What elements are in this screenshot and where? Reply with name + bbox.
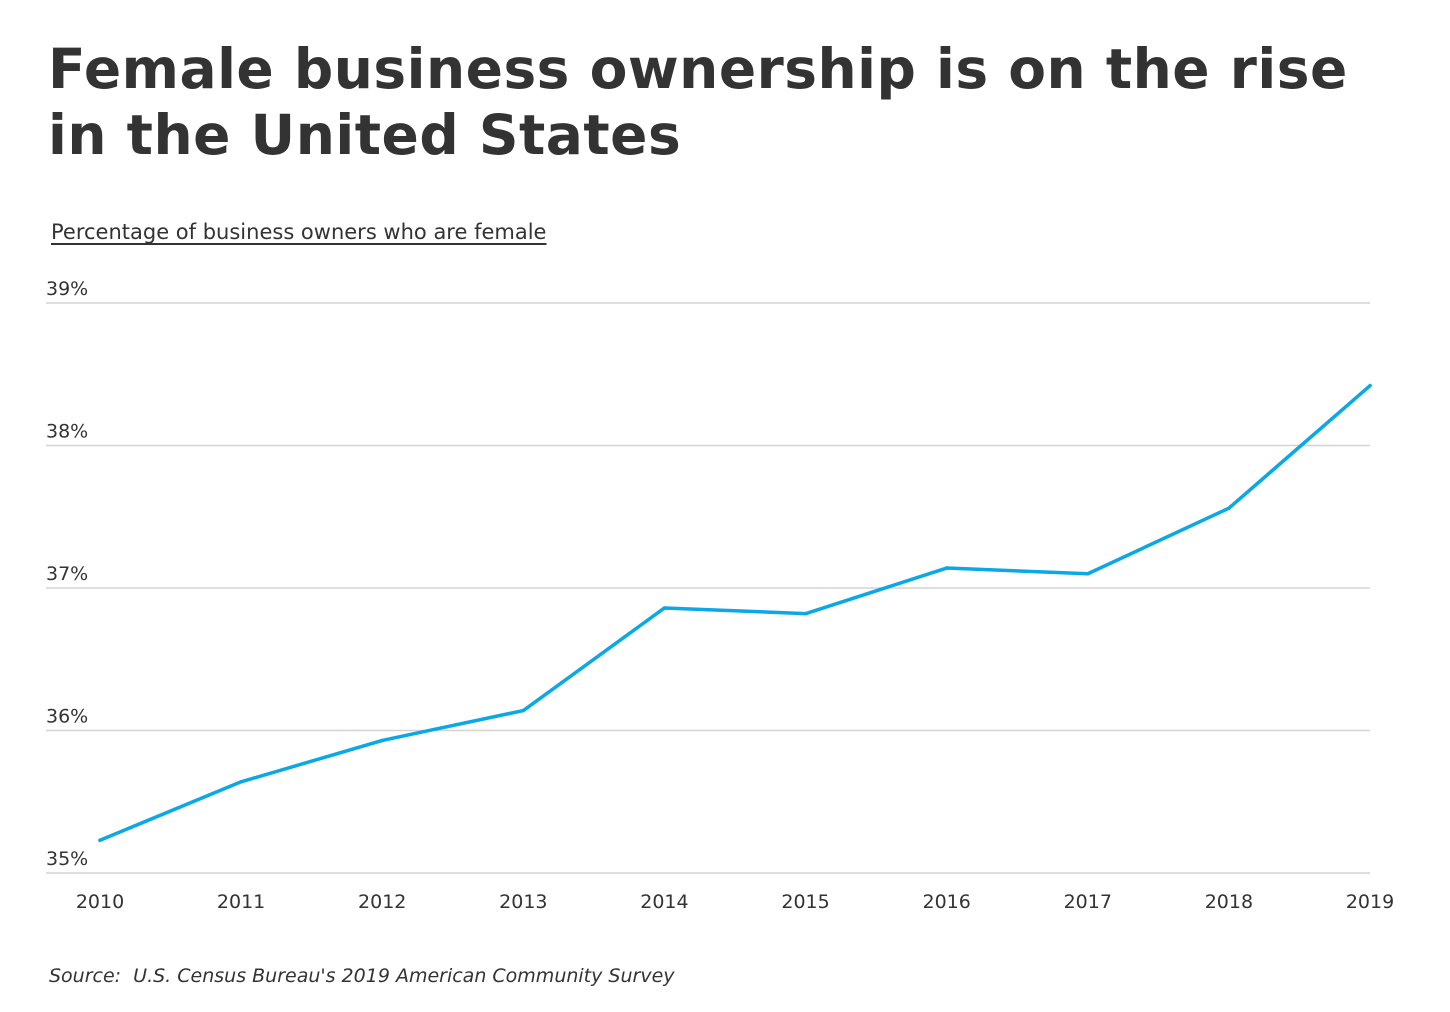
x-tick-label: 2012 xyxy=(358,891,406,913)
y-axis-tick-labels: 35% 36% 37% 38% 39% xyxy=(46,278,88,870)
data-point-2010 xyxy=(98,838,102,842)
gridlines xyxy=(46,302,1370,874)
y-tick-label: 39% xyxy=(46,278,88,300)
data-point-2019 xyxy=(1368,383,1372,388)
data-point-2016 xyxy=(944,566,949,570)
y-tick-label: 36% xyxy=(46,706,88,728)
data-point-2018 xyxy=(1227,506,1231,510)
x-tick-label: 2010 xyxy=(76,891,124,913)
x-tick-label: 2018 xyxy=(1205,891,1253,913)
data-point-2012 xyxy=(380,738,384,743)
x-tick-label: 2017 xyxy=(1064,891,1112,913)
source-note: Source: U.S. Census Bureau's 2019 Americ… xyxy=(49,965,675,987)
data-point-2011 xyxy=(239,780,243,784)
x-tick-label: 2014 xyxy=(640,891,688,913)
x-tick-label: 2011 xyxy=(217,891,265,913)
data-point-2014 xyxy=(662,606,667,610)
source-prefix: Source: xyxy=(49,965,122,987)
x-axis-tick-labels: 2010 2011 2012 2013 2014 2015 2016 2017 2018 2019 xyxy=(76,891,1394,913)
y-tick-label: 38% xyxy=(46,421,88,443)
x-tick-label: 2013 xyxy=(499,891,547,913)
y-tick-label: 35% xyxy=(46,848,88,870)
data-point-2013 xyxy=(521,708,526,713)
chart-subtitle: Percentage of business owners who are fe… xyxy=(51,220,547,244)
source-text: U.S. Census Bureau's 2019 American Commu… xyxy=(133,965,675,987)
y-tick-label: 37% xyxy=(46,563,88,585)
x-tick-label: 2019 xyxy=(1346,891,1394,913)
series-line xyxy=(98,383,1372,842)
chart-title: Female business ownership is on the rise… xyxy=(48,37,1348,167)
data-point-2017 xyxy=(1086,572,1090,576)
data-series xyxy=(98,383,1372,842)
data-point-2015 xyxy=(803,611,808,616)
x-tick-label: 2016 xyxy=(922,891,970,913)
x-tick-label: 2015 xyxy=(781,891,829,913)
